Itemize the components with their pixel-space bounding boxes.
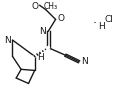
- Text: N: N: [81, 57, 88, 66]
- Text: Cl: Cl: [105, 15, 114, 24]
- Text: O: O: [32, 2, 39, 11]
- Text: H: H: [98, 22, 105, 31]
- Text: ·: ·: [92, 17, 96, 30]
- Text: N: N: [4, 36, 11, 44]
- Text: O: O: [57, 14, 65, 23]
- Text: CH₃: CH₃: [44, 2, 58, 11]
- Text: N: N: [40, 27, 46, 36]
- Text: H: H: [37, 53, 44, 62]
